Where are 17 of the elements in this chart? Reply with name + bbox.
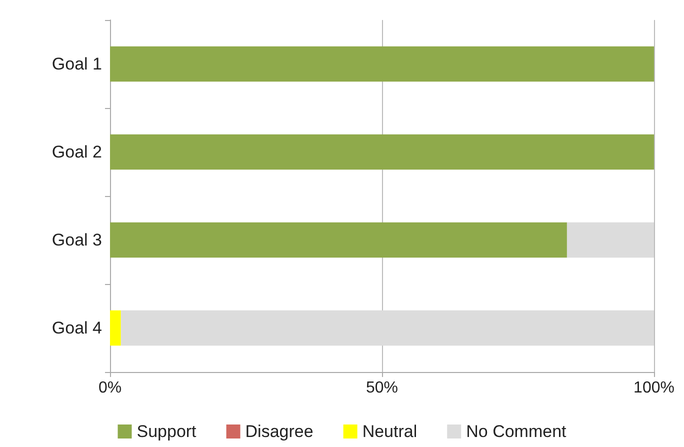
x-tick-label: 0% (98, 380, 122, 396)
y-tick-label: Goal 1 (52, 54, 102, 74)
x-tick-label: 100% (634, 380, 674, 396)
y-tick-label: Goal 4 (52, 318, 102, 338)
legend-label: Neutral (362, 422, 418, 441)
bar (120, 310, 654, 346)
legend-label: Support (136, 422, 197, 441)
legend-label: Disagree (245, 422, 314, 441)
bar (566, 222, 654, 258)
y-tick-label: Goal 3 (52, 230, 102, 250)
x-tick-label: 50% (366, 380, 398, 396)
bar (110, 134, 654, 170)
y-tick-label: Goal 2 (52, 142, 102, 162)
bar (110, 46, 654, 82)
legend-label: No Comment (466, 422, 567, 441)
bar (110, 222, 567, 258)
bar (110, 310, 121, 346)
